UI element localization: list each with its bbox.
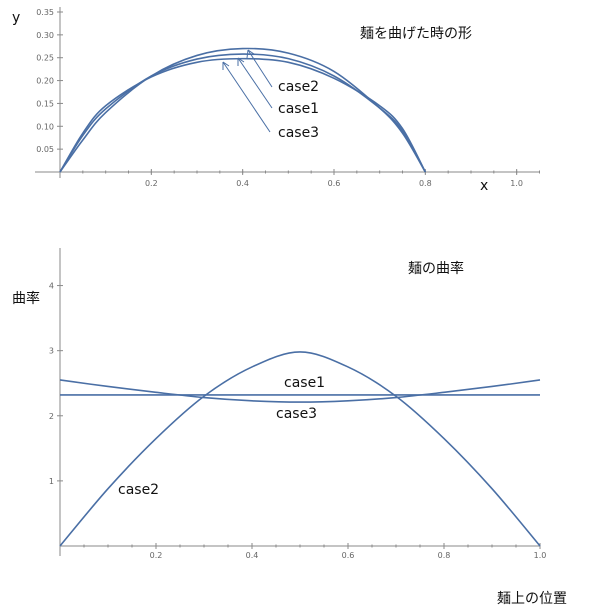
curvature-chart-axes: 0.2 0.4 0.6 0.8 1.0 1 2 3 4 [49,248,546,560]
shape-y-tick-label: 0.10 [36,122,54,131]
shape-series-case2 [59,47,427,173]
shape-y-tick-label: 0.35 [36,8,54,17]
case3-curvature-annotation: case3 [276,406,317,422]
case1-annotation: case1 [278,101,319,117]
shape-y-tick-label: 0.20 [36,77,54,86]
case2-arrowhead [246,49,255,59]
case3-annotation: case3 [278,125,319,141]
shape-x-tick-label: 0.2 [145,179,158,188]
curvature-chart-annotations: case1 case3 case2 [118,375,325,498]
shape-chart-x-label: x [480,178,488,194]
shape-chart-y-label: y [12,10,20,26]
shape-y-tick-label: 0.30 [36,31,54,40]
curvature-series-case2 [59,351,541,547]
shape-series-case1 [59,53,427,173]
curvature-y-tick-label: 3 [49,347,54,356]
shape-chart-curves [59,47,427,173]
shape-chart: 麺を曲げた時の形 y x 0.2 0.4 0.6 0.8 1.0 0.05 0.10 0.15… [12,7,540,194]
shape-chart-title: 麺を曲げた時の形 [360,26,472,42]
curvature-chart-x-label: 麺上の位置 [497,591,567,607]
case3-arrow [222,61,271,133]
case3-arrowhead [222,61,230,70]
shape-x-tick-label: 0.4 [236,179,249,188]
case1-curvature-annotation: case1 [284,375,325,391]
curvature-chart: 麺の曲率 曲率 麺上の位置 0.2 0.4 0.6 0.8 1.0 1 2 3 4 case1 … [12,248,567,607]
curvature-x-tick-label: 1.0 [534,551,547,560]
curvature-chart-curves [59,351,541,547]
curvature-x-tick-label: 0.6 [342,551,355,560]
case2-arrow [247,49,273,88]
curvature-y-tick-label: 2 [49,412,54,421]
shape-series-case3 [59,57,427,173]
case2-annotation: case2 [278,79,319,95]
shape-chart-annotations: case2 case1 case3 [222,49,319,141]
case1-arrow [237,57,273,109]
curvature-chart-title: 麺の曲率 [408,260,464,277]
curvature-x-tick-label: 0.2 [150,551,163,560]
shape-chart-axes: 0.2 0.4 0.6 0.8 1.0 0.05 0.10 0.15 0.20 0.25 0.30 0… [35,7,540,188]
shape-y-tick-label: 0.25 [36,54,54,63]
shape-y-tick-label: 0.15 [36,99,54,108]
case1-arrowhead [237,57,245,66]
curvature-series-case3 [59,379,541,403]
shape-x-tick-label: 0.6 [328,179,341,188]
curvature-x-tick-label: 0.8 [438,551,451,560]
curvature-chart-y-label: 曲率 [12,290,40,307]
shape-x-tick-label: 0.8 [419,179,432,188]
curvature-x-tick-label: 0.4 [246,551,259,560]
shape-x-tick-label: 1.0 [510,179,523,188]
curvature-y-tick-label: 1 [49,477,54,486]
case2-curvature-annotation: case2 [118,482,159,498]
curvature-y-tick-label: 4 [49,282,54,291]
shape-y-tick-label: 0.05 [36,145,54,154]
